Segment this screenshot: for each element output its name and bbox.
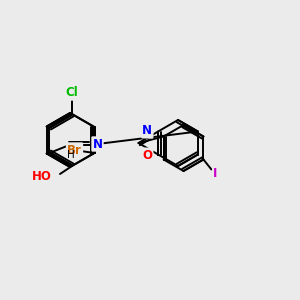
Text: O: O <box>142 149 152 162</box>
Text: I: I <box>213 167 218 180</box>
Text: HO: HO <box>32 170 52 184</box>
Text: Br: Br <box>67 143 82 157</box>
Text: H: H <box>67 150 74 160</box>
Text: N: N <box>142 124 152 137</box>
Text: Cl: Cl <box>66 86 78 100</box>
Text: N: N <box>92 137 103 151</box>
